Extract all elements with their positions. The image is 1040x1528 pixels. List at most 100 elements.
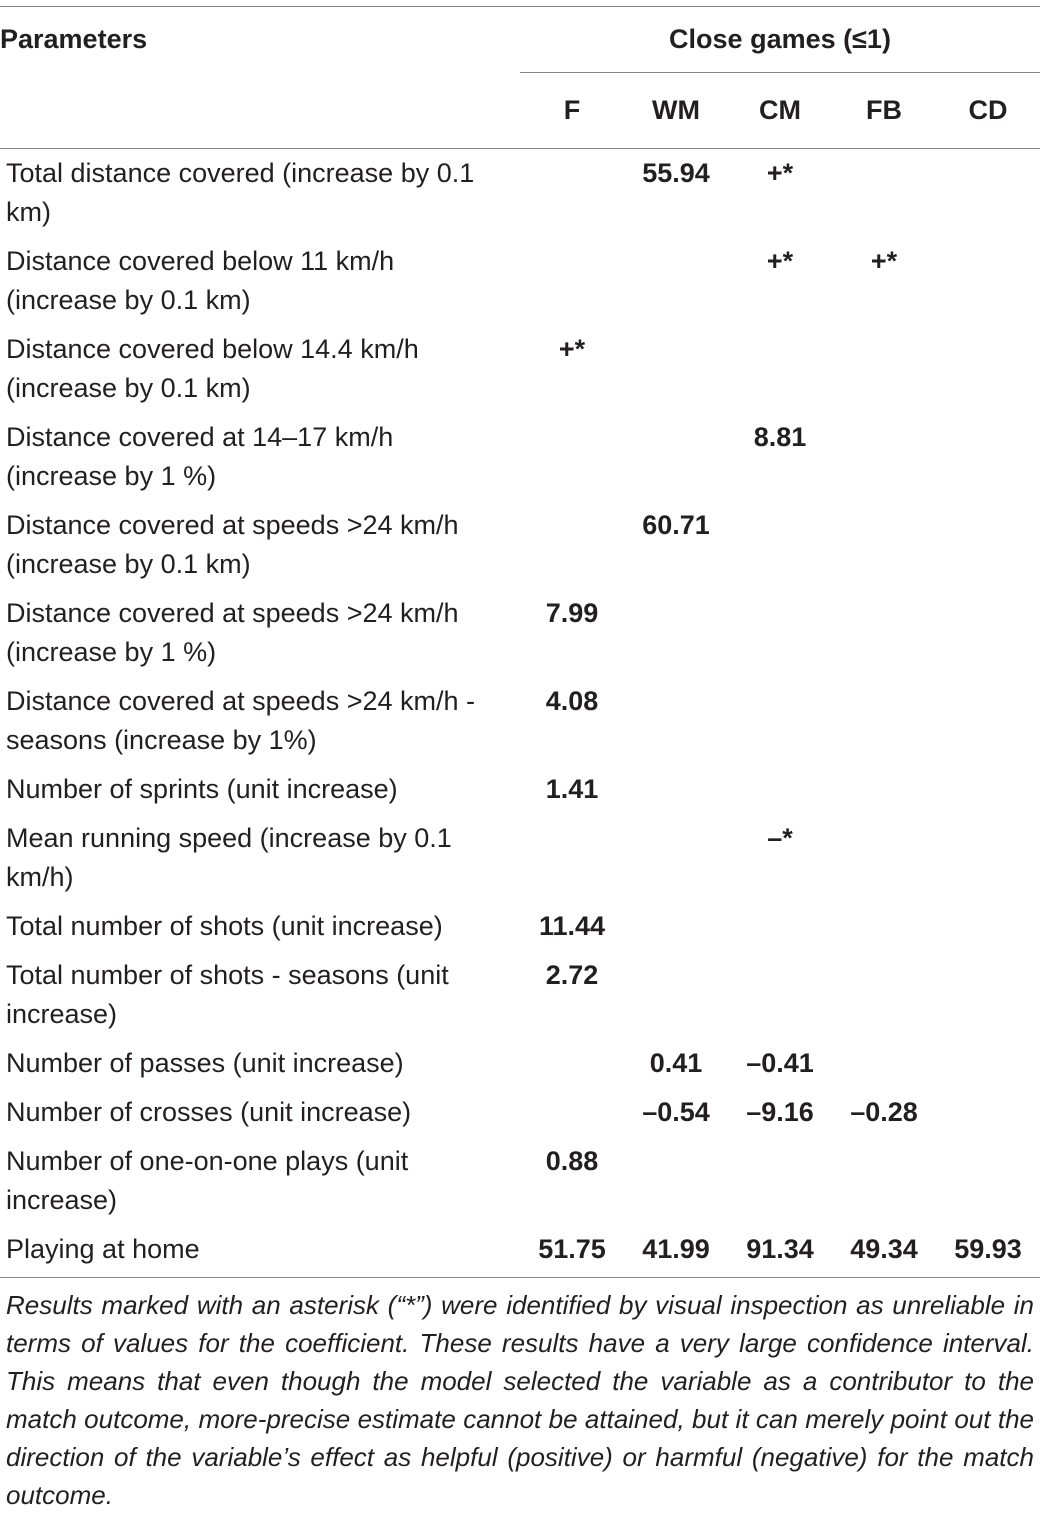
cell-value: –9.16 [746,1097,814,1127]
cell-value: 59.93 [936,1225,1040,1278]
cell-value [520,1088,624,1137]
cell-value [832,951,936,1039]
cell-value [624,765,728,814]
cell-value [728,589,832,677]
cell-value [936,814,1040,902]
cell-value [624,902,728,951]
row-label: Number of passes (unit increase) [6,1048,404,1078]
page: Parameters Close games (≤1) F WM CM FB CD To… [0,6,1040,1528]
table-row: Number of sprints (unit increase) 1.41 [0,765,1040,814]
row-label: Distance covered at speeds >24 km/h (inc… [6,510,459,579]
cell-value [936,413,1040,501]
group-header: Close games (≤1) [520,6,1040,73]
cell-value [832,325,936,413]
cell-value [832,589,936,677]
cell-value: 0.41 [649,1048,703,1078]
cell-value [832,149,936,238]
row-label: Number of one-on-one plays (unit increas… [6,1146,409,1215]
blank-header [0,72,520,149]
cell-value [728,325,832,413]
cell-value: 2.72 [545,960,599,990]
cell-value [832,501,936,589]
cell-value [728,765,832,814]
table-body: Total distance covered (increase by 0.1 … [0,149,1040,1278]
cell-value: –* [767,823,793,853]
cell-value [728,951,832,1039]
table-row: Playing at home 51.75 41.99 91.34 49.34 59.93 [0,1225,1040,1278]
row-label: Total distance covered (increase by 0.1 … [6,158,475,227]
table-row: Distance covered at speeds >24 km/h (inc… [0,501,1040,589]
row-label: Distance covered at 14–17 km/h (increase… [6,422,394,491]
cell-value [520,501,624,589]
cell-value [520,149,624,238]
cell-value: 11.44 [538,911,606,941]
row-label: Distance covered below 11 km/h (increase… [6,246,395,315]
table-row: Distance covered at 14–17 km/h (increase… [0,413,1040,501]
column-header: FB [832,72,936,149]
cell-value [624,951,728,1039]
cell-value [936,902,1040,951]
cell-value [624,814,728,902]
cell-value [832,413,936,501]
header-row: Parameters Close games (≤1) [0,6,1040,73]
cell-value [936,677,1040,765]
cell-value: +* [766,158,794,188]
table-row: Distance covered below 14.4 km/h (increa… [0,325,1040,413]
cell-value [936,589,1040,677]
cell-value [936,1137,1040,1225]
cell-value [832,814,936,902]
cell-value [520,814,624,902]
cell-value [832,677,936,765]
row-label: Distance covered at speeds >24 km/h (inc… [6,598,459,667]
table-row: Total distance covered (increase by 0.1 … [0,149,1040,238]
table-row: Mean running speed (increase by 0.1 km/h… [0,814,1040,902]
cell-value [728,677,832,765]
cell-value [832,765,936,814]
cell-value: 51.75 [520,1225,624,1278]
table-row: Distance covered below 11 km/h (increase… [0,237,1040,325]
footnote: Results marked with an asterisk (“*”) we… [6,1290,1034,1510]
cell-value: –0.28 [850,1097,918,1127]
table-row: Total number of shots - seasons (unit in… [0,951,1040,1039]
cell-value [624,677,728,765]
row-label: Total number of shots - seasons (unit in… [6,960,449,1029]
column-header: CD [936,72,1040,149]
table-row: Distance covered at speeds >24 km/h - se… [0,677,1040,765]
table-row: Total number of shots (unit increase) 11.… [0,902,1040,951]
cell-value [936,951,1040,1039]
row-label: Total number of shots (unit increase) [6,911,443,941]
cell-value [624,1137,728,1225]
cell-value: 1.41 [545,774,599,804]
cell-value [520,237,624,325]
row-label: Distance covered below 14.4 km/h (increa… [6,334,419,403]
cell-value [936,237,1040,325]
cell-value: 7.99 [545,598,599,628]
cell-value: 55.94 [642,158,710,188]
cell-value: 41.99 [624,1225,728,1278]
cell-value [728,902,832,951]
cell-value: +* [558,334,586,364]
row-label: Number of sprints (unit increase) [6,774,398,804]
cell-value [936,1088,1040,1137]
cell-value: 60.71 [642,510,710,540]
parameters-header: Parameters [0,24,148,55]
cell-value [936,325,1040,413]
row-label: Number of crosses (unit increase) [6,1097,412,1127]
table-row: Number of passes (unit increase) 0.41 –0.4… [0,1039,1040,1088]
cell-value: 8.81 [753,422,807,452]
cell-value [728,1137,832,1225]
column-header-row: F WM CM FB CD [0,72,1040,149]
cell-value: +* [870,246,898,276]
cell-value: –0.54 [642,1097,710,1127]
cell-value [936,149,1040,238]
cell-value [832,1039,936,1088]
cell-value [936,501,1040,589]
table-row: Distance covered at speeds >24 km/h (inc… [0,589,1040,677]
table-row: Number of one-on-one plays (unit increas… [0,1137,1040,1225]
column-header: CM [728,72,832,149]
column-header: WM [624,72,728,149]
cell-value [520,1039,624,1088]
cell-value [936,765,1040,814]
cell-value [624,325,728,413]
cell-value: 49.34 [832,1225,936,1278]
